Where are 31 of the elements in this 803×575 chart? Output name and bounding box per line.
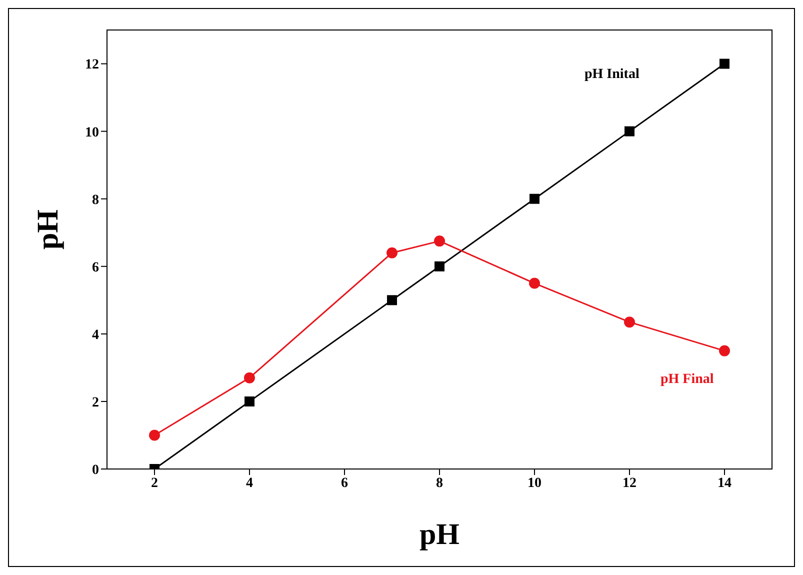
point <box>719 345 730 356</box>
x-tick-label: 6 <box>341 476 348 491</box>
y-tick-label: 0 <box>92 462 99 478</box>
point <box>386 247 398 258</box>
point <box>149 430 160 441</box>
point <box>720 58 730 69</box>
y-tick-label: 4 <box>92 328 99 343</box>
point <box>530 194 540 204</box>
y-tick-label: 12 <box>85 58 99 73</box>
x-axis-title: pH <box>419 518 460 551</box>
point <box>387 295 397 306</box>
y-tick-label: 2 <box>92 395 99 410</box>
y-tick-label: 10 <box>85 125 99 140</box>
point <box>434 236 445 247</box>
y-tick-label: 8 <box>92 192 99 208</box>
x-tick-label: 10 <box>528 476 542 491</box>
y-tick-label: 6 <box>92 260 99 276</box>
x-tick-label: 4 <box>246 476 253 491</box>
x-tick-label: 14 <box>718 476 732 491</box>
series-label: pH Final <box>660 372 714 387</box>
text: pH Inital <box>584 66 640 82</box>
point <box>244 396 254 406</box>
point <box>624 316 635 328</box>
point <box>624 126 634 136</box>
point <box>529 278 540 289</box>
point <box>434 261 444 272</box>
x-tick-label: 8 <box>436 476 443 491</box>
y-axis-title: pH <box>32 209 65 250</box>
x-tick-label: 2 <box>151 476 158 491</box>
point <box>244 372 255 384</box>
x-tick-label: 12 <box>622 476 636 491</box>
